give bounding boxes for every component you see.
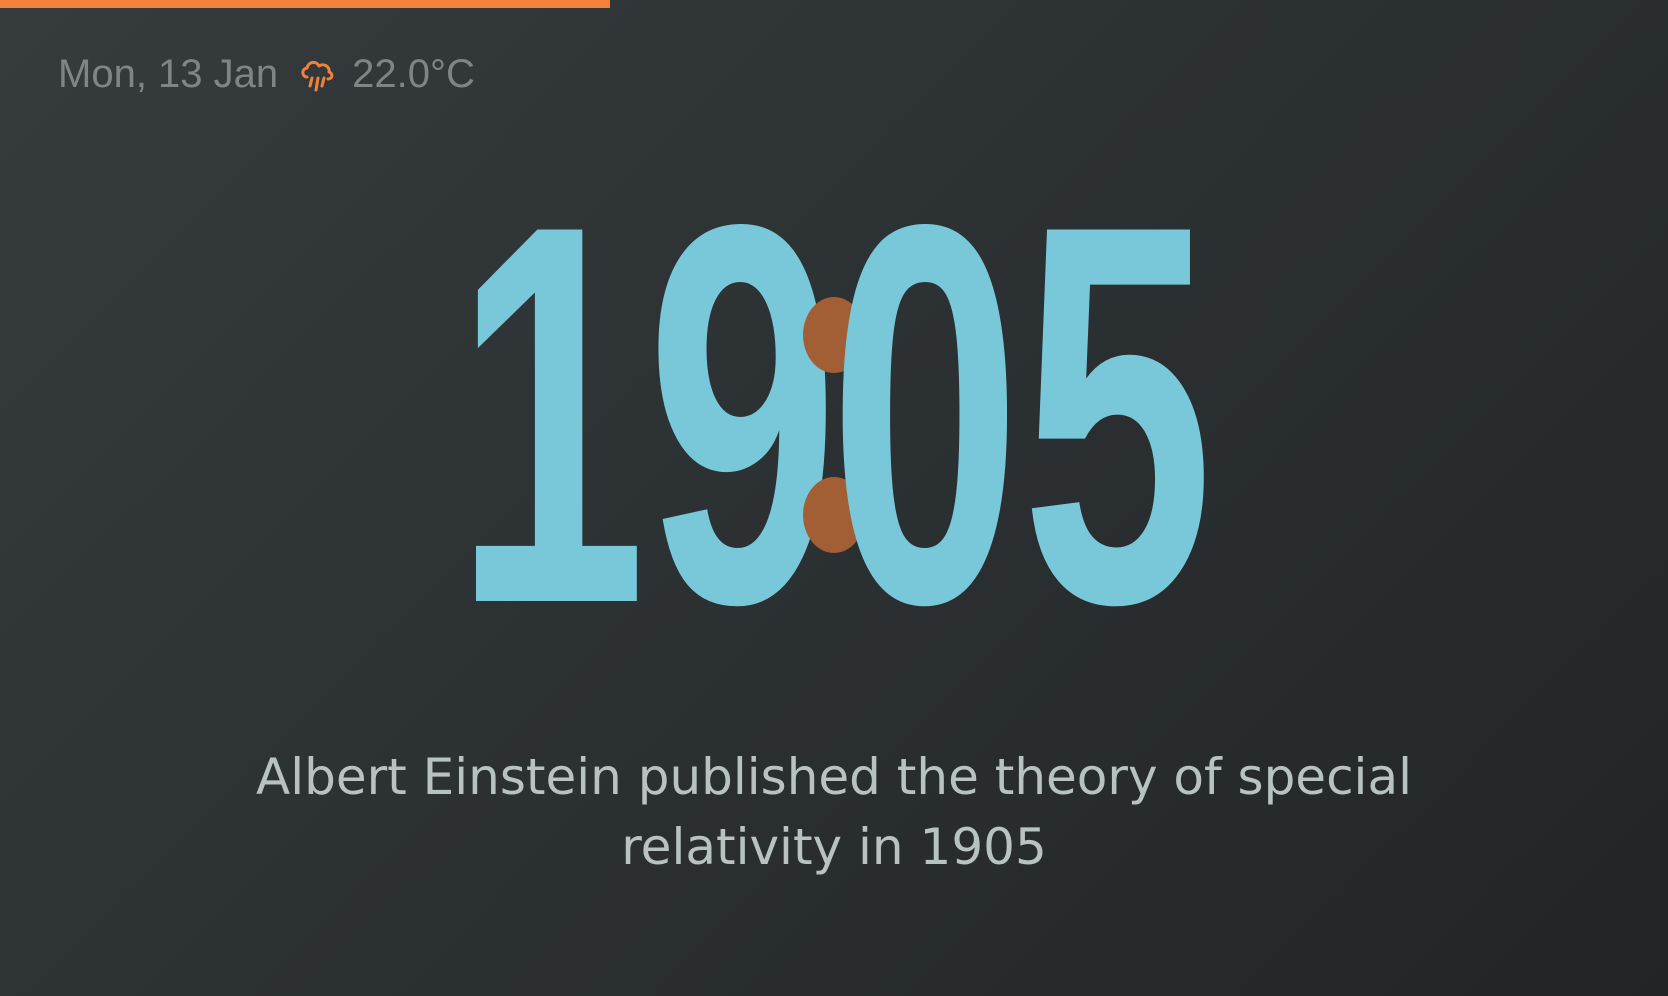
progress-bar-fill xyxy=(0,0,611,8)
clock-hours: 19 xyxy=(454,113,839,716)
colon-dot-bottom xyxy=(803,477,865,553)
progress-bar xyxy=(0,0,1668,8)
date-weather-line: Mon, 13 Jan 22.0°C xyxy=(58,48,475,100)
clock-minutes: 05 xyxy=(829,113,1214,716)
colon-dot-top xyxy=(803,297,865,373)
temperature-label: 22.0°C xyxy=(352,51,475,96)
date-label: Mon, 13 Jan xyxy=(58,51,279,96)
fact-text: Albert Einstein published the theory of … xyxy=(256,748,1412,876)
clock-colon xyxy=(803,297,865,557)
rain-cloud-icon xyxy=(298,54,336,94)
clock-display: 19 05 xyxy=(0,145,1668,685)
